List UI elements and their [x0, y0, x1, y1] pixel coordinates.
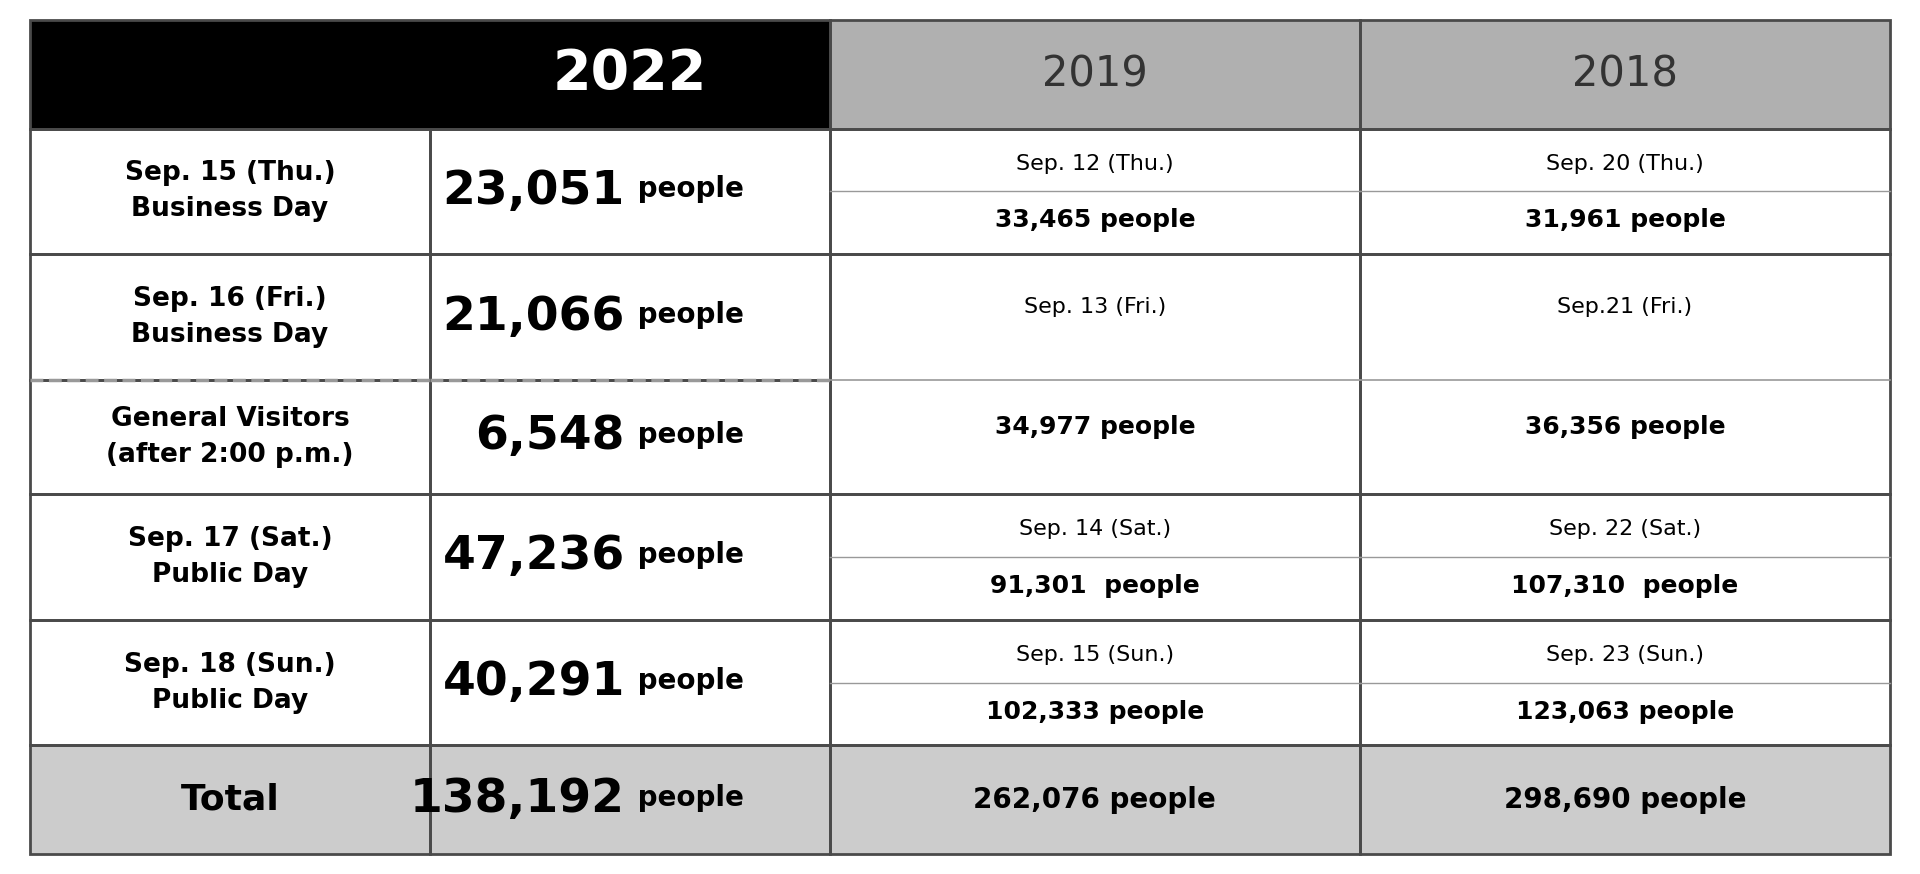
- Bar: [430, 128, 829, 254]
- Bar: [31, 254, 430, 380]
- Bar: [31, 746, 430, 854]
- Text: Sep. 16 (Fri.)
Business Day: Sep. 16 (Fri.) Business Day: [131, 286, 328, 348]
- Text: 2018: 2018: [1572, 53, 1678, 95]
- Text: Sep. 23 (Sun.): Sep. 23 (Sun.): [1546, 645, 1703, 665]
- Bar: [1359, 494, 1889, 620]
- Text: 91,301  people: 91,301 people: [991, 574, 1200, 598]
- Bar: [829, 494, 1359, 620]
- Text: 123,063 people: 123,063 people: [1515, 699, 1734, 724]
- Bar: [829, 746, 1359, 854]
- Bar: [829, 20, 1359, 128]
- Text: General Visitors
(after 2:00 p.m.): General Visitors (after 2:00 p.m.): [106, 406, 353, 468]
- Text: 107,310  people: 107,310 people: [1511, 574, 1740, 598]
- Text: Sep. 17 (Sat.)
Public Day: Sep. 17 (Sat.) Public Day: [127, 526, 332, 588]
- Text: people: people: [628, 541, 743, 569]
- Text: 34,977 people: 34,977 people: [995, 415, 1194, 439]
- Bar: [430, 254, 829, 380]
- Bar: [829, 494, 1359, 620]
- Bar: [829, 620, 1359, 746]
- Bar: [829, 128, 1359, 254]
- Bar: [829, 254, 1359, 494]
- Text: Sep. 22 (Sat.): Sep. 22 (Sat.): [1549, 519, 1701, 539]
- Bar: [430, 128, 829, 254]
- Bar: [430, 380, 829, 494]
- Text: 2019: 2019: [1043, 53, 1148, 95]
- Text: 138,192: 138,192: [409, 777, 624, 822]
- Text: Sep. 15 (Thu.)
Business Day: Sep. 15 (Thu.) Business Day: [125, 160, 336, 222]
- Bar: [829, 128, 1359, 254]
- Bar: [31, 494, 430, 620]
- Text: 31,961 people: 31,961 people: [1524, 208, 1726, 232]
- Bar: [1359, 128, 1889, 254]
- Bar: [1359, 128, 1889, 254]
- Text: 21,066: 21,066: [442, 295, 624, 339]
- Bar: [31, 128, 430, 254]
- Text: Sep. 13 (Fri.): Sep. 13 (Fri.): [1023, 297, 1165, 317]
- Text: 23,051: 23,051: [444, 169, 624, 214]
- Text: 6,548: 6,548: [476, 414, 624, 460]
- Bar: [31, 254, 430, 380]
- Bar: [430, 746, 829, 854]
- Bar: [31, 380, 430, 494]
- Bar: [1359, 620, 1889, 746]
- Bar: [1359, 620, 1889, 746]
- Bar: [430, 620, 829, 746]
- Bar: [430, 494, 829, 620]
- Bar: [1359, 494, 1889, 620]
- Bar: [31, 380, 430, 494]
- Bar: [1359, 20, 1889, 128]
- Bar: [829, 620, 1359, 746]
- Bar: [430, 380, 829, 494]
- Text: people: people: [628, 176, 743, 204]
- Text: people: people: [628, 301, 743, 329]
- Bar: [829, 254, 1359, 494]
- Bar: [31, 746, 430, 854]
- Text: Total: Total: [180, 783, 278, 816]
- Text: people: people: [628, 667, 743, 695]
- Text: Sep. 12 (Thu.): Sep. 12 (Thu.): [1016, 154, 1173, 174]
- Bar: [31, 128, 430, 254]
- Bar: [31, 620, 430, 746]
- Text: Sep. 14 (Sat.): Sep. 14 (Sat.): [1020, 519, 1171, 539]
- Text: 33,465 people: 33,465 people: [995, 208, 1194, 232]
- Text: Sep. 18 (Sun.)
Public Day: Sep. 18 (Sun.) Public Day: [125, 652, 336, 714]
- Text: people: people: [628, 421, 743, 449]
- Text: Sep.21 (Fri.): Sep.21 (Fri.): [1557, 297, 1693, 317]
- Bar: [31, 494, 430, 620]
- Bar: [1359, 746, 1889, 854]
- Text: 40,291: 40,291: [442, 660, 624, 705]
- Bar: [829, 20, 1359, 128]
- Bar: [1359, 20, 1889, 128]
- Text: Sep. 15 (Sun.): Sep. 15 (Sun.): [1016, 645, 1173, 665]
- Text: 47,236: 47,236: [444, 535, 624, 579]
- Bar: [430, 620, 829, 746]
- Bar: [31, 620, 430, 746]
- Bar: [31, 20, 829, 128]
- Text: 262,076 people: 262,076 people: [973, 786, 1215, 814]
- Text: Sep. 20 (Thu.): Sep. 20 (Thu.): [1546, 154, 1703, 174]
- Text: 298,690 people: 298,690 people: [1503, 786, 1745, 814]
- Text: people: people: [628, 784, 743, 812]
- Bar: [430, 494, 829, 620]
- Text: 2022: 2022: [553, 47, 707, 101]
- Bar: [1359, 254, 1889, 494]
- Bar: [430, 254, 829, 380]
- Bar: [829, 746, 1359, 854]
- Bar: [430, 746, 829, 854]
- Text: 36,356 people: 36,356 people: [1524, 415, 1726, 439]
- Bar: [31, 20, 829, 128]
- Text: 102,333 people: 102,333 people: [985, 699, 1204, 724]
- Bar: [1359, 746, 1889, 854]
- Bar: [1359, 254, 1889, 494]
